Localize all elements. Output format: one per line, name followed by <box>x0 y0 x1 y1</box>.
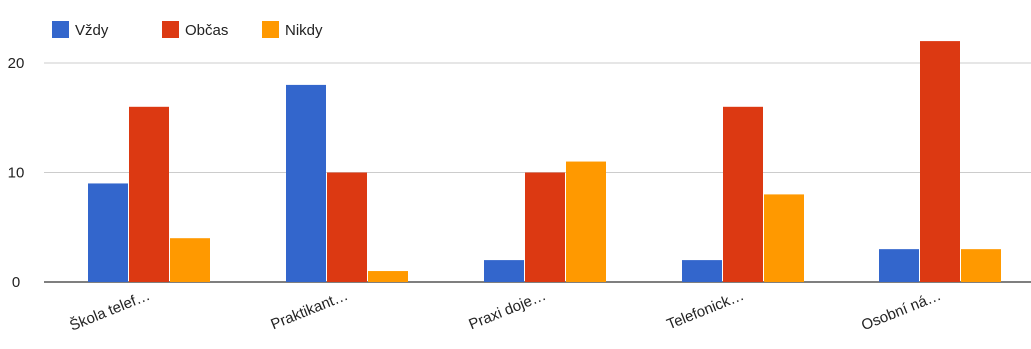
bar-občas-5 <box>920 41 960 282</box>
x-axis-labels: Škola telef… Praktikant… Praxi doje… Telefo… <box>67 287 943 335</box>
y-axis-ticks: 0 10 20 <box>8 55 25 291</box>
bar-vždy-5 <box>879 249 919 282</box>
bar-nikdy-4 <box>764 194 804 282</box>
bar-vždy-1 <box>88 183 128 282</box>
x-category-label: Škola telef… <box>67 287 152 335</box>
bar-vždy-3 <box>484 260 524 282</box>
bar-občas-4 <box>723 106 763 282</box>
bar-vždy-4 <box>682 260 722 282</box>
bar-občas-1 <box>129 106 169 282</box>
legend-label-nikdy: Nikdy <box>285 22 323 39</box>
y-tick-label: 10 <box>8 165 25 182</box>
bar-nikdy-3 <box>566 161 606 282</box>
bar-občas-2 <box>327 172 367 282</box>
bar-nikdy-5 <box>961 249 1001 282</box>
legend-swatch-občas <box>162 21 179 38</box>
legend: Vždy Občas Nikdy <box>52 21 323 39</box>
legend-label-občas: Občas <box>185 22 228 39</box>
y-tick-label: 0 <box>12 274 20 291</box>
bar-nikdy-1 <box>170 238 210 282</box>
bar-občas-3 <box>525 172 565 282</box>
y-tick-label: 20 <box>8 55 25 72</box>
x-category-label: Praktikant… <box>268 287 350 333</box>
legend-swatch-vždy <box>52 21 69 38</box>
bar-vždy-2 <box>286 84 326 283</box>
legend-swatch-nikdy <box>262 21 279 38</box>
x-category-label: Osobní ná… <box>859 287 943 334</box>
x-category-label: Praxi doje… <box>466 287 548 333</box>
x-category-label: Telefonick… <box>664 287 746 333</box>
bar-nikdy-2 <box>368 271 408 282</box>
bars <box>88 41 1001 283</box>
legend-label-vždy: Vždy <box>75 22 109 39</box>
